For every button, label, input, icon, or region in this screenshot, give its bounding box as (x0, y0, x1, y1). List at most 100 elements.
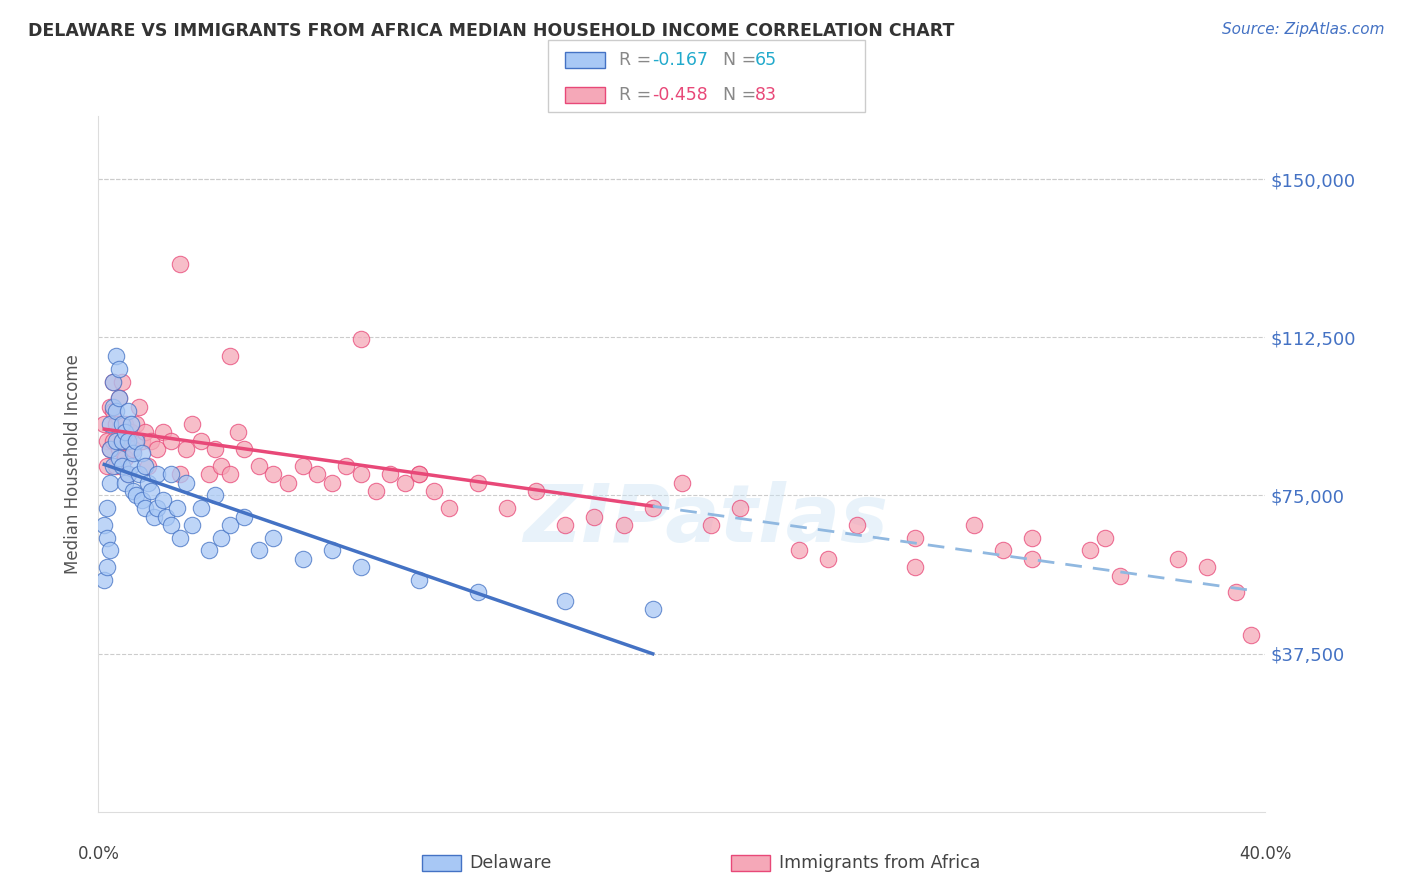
Point (1195, 560, 1218, 574)
Point (98, 442, 121, 456)
Point (291, 458, 314, 473)
Point (321, 543, 343, 558)
Point (111, 434, 134, 448)
Point (408, 573, 430, 587)
Point (1021, 551, 1043, 566)
Text: ZIPatlas: ZIPatlas (523, 481, 887, 558)
Point (146, 467, 169, 482)
Point (98, 417, 121, 431)
Text: R =: R = (619, 51, 657, 69)
Point (125, 417, 148, 431)
Point (104, 404, 127, 418)
Point (218, 349, 240, 363)
Point (671, 475, 693, 490)
Point (117, 434, 139, 448)
Point (845, 518, 868, 533)
Point (160, 518, 183, 533)
Point (209, 458, 232, 473)
Text: DELAWARE VS IMMIGRANTS FROM AFRICA MEDIAN HOUSEHOLD INCOME CORRELATION CHART: DELAWARE VS IMMIGRANTS FROM AFRICA MEDIA… (28, 22, 955, 40)
Point (98, 442, 121, 456)
Point (817, 551, 839, 566)
Point (131, 434, 153, 448)
Point (146, 442, 169, 456)
Point (233, 442, 256, 456)
Point (120, 417, 142, 431)
Point (111, 375, 134, 389)
Point (787, 543, 810, 558)
Point (437, 501, 460, 516)
Point (104, 349, 127, 363)
Point (93, 573, 115, 587)
Point (101, 400, 124, 414)
Point (131, 492, 153, 507)
Point (209, 531, 232, 545)
Point (93, 417, 115, 431)
Point (169, 256, 191, 270)
Point (111, 434, 134, 448)
Text: N =: N = (723, 87, 762, 104)
Point (641, 602, 664, 616)
Point (247, 543, 270, 558)
Point (554, 594, 576, 608)
Point (117, 434, 139, 448)
Point (174, 475, 197, 490)
Point (408, 467, 430, 482)
Point (495, 501, 517, 516)
Point (93, 518, 115, 533)
Point (247, 458, 270, 473)
Point (108, 442, 131, 456)
Point (904, 531, 927, 545)
Point (1240, 627, 1263, 641)
Point (122, 442, 145, 456)
Point (96, 560, 118, 574)
Point (96, 434, 118, 448)
Point (321, 475, 343, 490)
Point (101, 375, 124, 389)
Point (350, 560, 373, 574)
Point (233, 509, 256, 524)
Text: -0.167: -0.167 (652, 51, 709, 69)
Point (554, 518, 576, 533)
Point (262, 467, 284, 482)
Point (291, 551, 314, 566)
Point (101, 375, 124, 389)
Point (114, 475, 136, 490)
Point (160, 434, 183, 448)
Point (350, 467, 373, 482)
Text: Immigrants from Africa: Immigrants from Africa (779, 855, 980, 872)
Point (378, 467, 402, 482)
Point (117, 467, 139, 482)
Point (204, 442, 226, 456)
Point (146, 501, 169, 516)
Point (122, 446, 145, 460)
Point (166, 501, 188, 516)
Point (228, 425, 250, 440)
Point (152, 425, 174, 440)
Point (134, 458, 156, 473)
Point (467, 475, 489, 490)
Point (142, 509, 165, 524)
Point (111, 417, 134, 431)
Point (101, 404, 124, 418)
Point (134, 501, 156, 516)
Point (204, 488, 226, 502)
Point (728, 501, 751, 516)
Point (104, 417, 127, 431)
Point (218, 467, 240, 482)
Text: Source: ZipAtlas.com: Source: ZipAtlas.com (1222, 22, 1385, 37)
Point (98, 400, 121, 414)
Point (583, 509, 606, 524)
Point (104, 434, 127, 448)
Point (98, 475, 121, 490)
Point (218, 518, 240, 533)
Point (139, 484, 162, 499)
Point (96, 458, 118, 473)
Point (111, 458, 134, 473)
Point (904, 560, 927, 574)
Text: 65: 65 (755, 51, 778, 69)
Text: Delaware: Delaware (470, 855, 553, 872)
Point (1021, 531, 1043, 545)
Point (467, 585, 489, 599)
Point (423, 484, 446, 499)
Point (134, 425, 156, 440)
